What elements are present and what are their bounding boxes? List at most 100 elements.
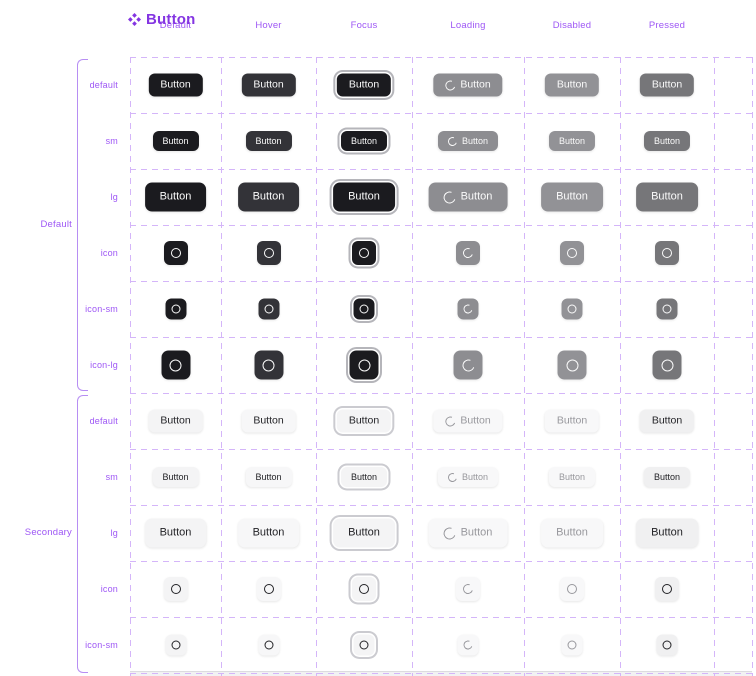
button-primary-default-focus[interactable]: Button (336, 73, 392, 97)
row-label-primary-icon-lg: icon-lg (90, 360, 118, 370)
button-label: Button (255, 135, 282, 146)
button-primary-icon-sm-hover[interactable] (258, 298, 279, 320)
button-secondary-icon-sm-loading[interactable] (457, 634, 479, 656)
button-secondary-lg-default[interactable]: Button (144, 518, 207, 548)
button-primary-icon-focus[interactable] (352, 241, 376, 265)
button-primary-sm-loading[interactable]: Button (437, 131, 499, 151)
button-secondary-icon-sm-pressed[interactable] (656, 634, 678, 656)
button-secondary-icon-loading[interactable] (456, 577, 480, 601)
button-primary-icon-sm-pressed[interactable] (656, 298, 678, 320)
grid-line-horizontal (130, 617, 752, 618)
button-secondary-sm-pressed[interactable]: Button (643, 467, 691, 487)
circle-icon (170, 248, 181, 258)
button-label: Button (461, 471, 489, 482)
circle-icon (359, 248, 369, 258)
button-secondary-icon-sm-focus[interactable] (353, 634, 375, 656)
grid-line-horizontal (130, 673, 752, 674)
button-primary-default-hover[interactable]: Button (241, 73, 296, 97)
button-primary-icon-lg-hover[interactable] (254, 350, 283, 380)
button-secondary-icon-sm-disabled[interactable] (561, 634, 583, 656)
circle-icon (661, 359, 673, 371)
button-primary-icon-lg-default[interactable] (161, 350, 190, 380)
column-header-loading: Loading (450, 20, 486, 31)
button-primary-default-pressed[interactable]: Button (639, 73, 695, 97)
button-primary-sm-disabled[interactable]: Button (548, 131, 596, 151)
row-label-secondary-sm: sm (105, 472, 118, 482)
button-secondary-lg-loading[interactable]: Button (428, 518, 508, 548)
button-label: Button (253, 78, 284, 91)
button-primary-icon-loading[interactable] (456, 241, 480, 265)
button-secondary-lg-disabled[interactable]: Button (541, 518, 603, 548)
circle-icon (264, 640, 273, 650)
button-secondary-default-loading[interactable]: Button (433, 409, 503, 433)
button-secondary-lg-focus[interactable]: Button (333, 518, 395, 548)
button-secondary-sm-loading[interactable]: Button (437, 467, 499, 487)
circle-icon (171, 304, 180, 314)
button-secondary-icon-sm-default[interactable] (165, 634, 186, 656)
button-secondary-sm-focus[interactable]: Button (340, 467, 388, 487)
column-header-default: Default (159, 20, 192, 31)
button-secondary-lg-hover[interactable]: Button (237, 518, 300, 548)
button-primary-default-default[interactable]: Button (148, 73, 203, 97)
button-primary-icon-hover[interactable] (256, 241, 281, 265)
circle-icon (358, 359, 370, 371)
button-secondary-sm-disabled[interactable]: Button (548, 467, 596, 487)
button-primary-lg-loading[interactable]: Button (428, 182, 508, 212)
button-secondary-default-default[interactable]: Button (148, 409, 203, 433)
button-label: Button (651, 190, 683, 203)
button-primary-icon-disabled[interactable] (560, 241, 584, 265)
button-primary-lg-focus[interactable]: Button (333, 182, 395, 212)
button-primary-icon-sm-disabled[interactable] (561, 298, 583, 320)
button-primary-icon-sm-loading[interactable] (457, 298, 479, 320)
button-primary-icon-lg-loading[interactable] (453, 350, 483, 380)
button-secondary-icon-sm-hover[interactable] (258, 634, 279, 656)
button-primary-icon-sm-default[interactable] (165, 298, 186, 320)
circle-icon (359, 640, 369, 650)
grid-line-horizontal (130, 169, 752, 170)
button-secondary-icon-default[interactable] (163, 577, 188, 601)
spinner-icon (443, 414, 457, 428)
button-secondary-icon-hover[interactable] (256, 577, 281, 601)
button-primary-icon-pressed[interactable] (655, 241, 679, 265)
button-secondary-default-disabled[interactable]: Button (544, 409, 600, 433)
button-primary-icon-sm-focus[interactable] (353, 298, 375, 320)
button-label: Button (252, 190, 285, 203)
button-primary-icon-default[interactable] (163, 241, 188, 265)
button-primary-default-loading[interactable]: Button (433, 73, 503, 97)
spinner-icon (446, 135, 459, 147)
component-title-label: Button (146, 11, 196, 28)
button-primary-lg-disabled[interactable]: Button (541, 182, 603, 212)
button-primary-icon-lg-disabled[interactable] (557, 350, 587, 380)
button-label: Button (651, 526, 683, 539)
button-secondary-sm-default[interactable]: Button (152, 467, 199, 487)
button-secondary-icon-disabled[interactable] (560, 577, 584, 601)
button-secondary-default-hover[interactable]: Button (241, 409, 296, 433)
button-primary-lg-default[interactable]: Button (144, 182, 207, 212)
grid-line-horizontal (130, 57, 752, 58)
button-secondary-sm-hover[interactable]: Button (245, 467, 292, 487)
button-primary-sm-focus[interactable]: Button (340, 131, 388, 151)
button-label: Button (350, 471, 378, 482)
button-secondary-default-pressed[interactable]: Button (639, 409, 695, 433)
button-secondary-icon-focus[interactable] (352, 577, 376, 601)
button-secondary-lg-pressed[interactable]: Button (636, 518, 698, 548)
button-label: Button (556, 78, 588, 91)
button-primary-icon-lg-pressed[interactable] (652, 350, 682, 380)
row-label-secondary-icon: icon (100, 584, 118, 594)
grid-line-horizontal (130, 281, 752, 282)
button-primary-icon-lg-focus[interactable] (349, 350, 379, 380)
button-primary-lg-pressed[interactable]: Button (636, 182, 698, 212)
row-label-primary-lg: lg (110, 192, 118, 202)
circle-icon (662, 304, 672, 314)
button-secondary-icon-pressed[interactable] (655, 577, 679, 601)
button-primary-lg-hover[interactable]: Button (237, 182, 300, 212)
button-secondary-default-focus[interactable]: Button (336, 409, 392, 433)
button-primary-default-disabled[interactable]: Button (544, 73, 600, 97)
grid-line-vertical (130, 57, 131, 676)
button-primary-sm-pressed[interactable]: Button (643, 131, 691, 151)
button-primary-sm-hover[interactable]: Button (245, 131, 292, 151)
button-label: Button (162, 135, 189, 146)
button-primary-sm-default[interactable]: Button (152, 131, 199, 151)
row-label-primary-default: default (89, 80, 118, 90)
circle-icon (566, 359, 578, 371)
